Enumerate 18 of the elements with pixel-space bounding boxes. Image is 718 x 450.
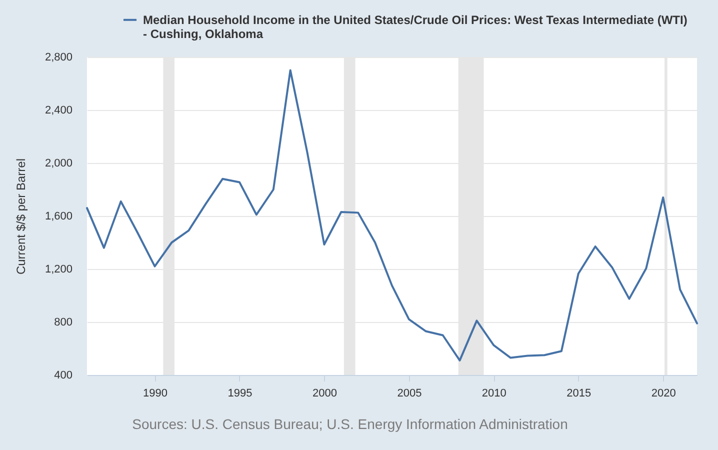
legend-label: Median Household Income in the United States/Crude Oil Prices: West Texas Intermediate (WTI) - Cushing, Oklahoma xyxy=(143,13,688,41)
y-tick-label: 400 xyxy=(54,370,72,382)
x-tick-label: 2020 xyxy=(651,388,676,400)
x-tick-label: 2000 xyxy=(312,388,337,400)
y-tick-label: 1,200 xyxy=(44,264,72,276)
source-note: Sources: U.S. Census Bureau; U.S. Energy Information Administration xyxy=(132,416,568,432)
x-tick-label: 1990 xyxy=(143,388,168,400)
y-tick-label: 1,600 xyxy=(44,210,72,222)
line-series xyxy=(86,69,698,362)
y-axis-title: Current $/$ per Barrel xyxy=(14,158,28,275)
x-tick-label: 2015 xyxy=(566,388,592,400)
x-tick-label: 2010 xyxy=(482,388,506,400)
y-tick-label: 2,000 xyxy=(44,158,72,170)
y-tick-label: 2,800 xyxy=(44,52,72,64)
y-tick-label: 800 xyxy=(54,316,72,328)
x-tick-label: 1995 xyxy=(228,388,252,400)
x-tick-label: 2005 xyxy=(397,388,422,400)
y-tick-label: 2,400 xyxy=(44,104,72,116)
